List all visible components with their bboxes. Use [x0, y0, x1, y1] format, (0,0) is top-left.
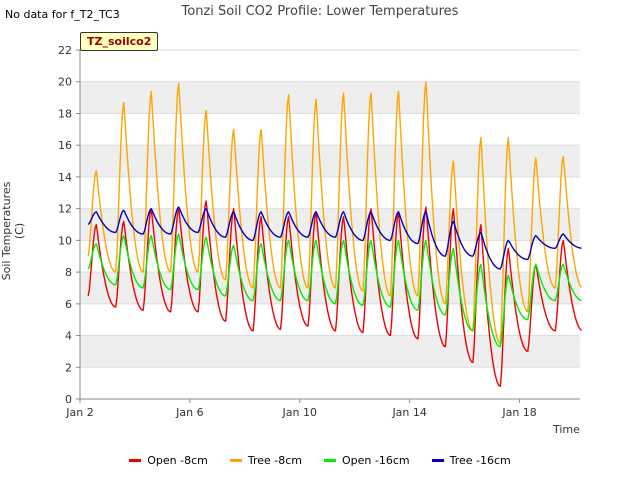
y-tick-label: 18	[58, 107, 72, 120]
series-line-tree-8cm	[87, 81, 583, 345]
grid-band	[80, 81, 580, 114]
y-tick-label: 16	[58, 139, 72, 152]
y-tick-label: 6	[65, 298, 72, 311]
legend-swatch	[431, 459, 444, 462]
x-tick-label: Jan 14	[391, 406, 426, 419]
grid-band	[80, 145, 580, 177]
legend-swatch	[129, 459, 142, 462]
y-tick-label: 12	[58, 203, 72, 216]
y-tick-label: 14	[58, 171, 72, 184]
legend-label: Tree -8cm	[247, 454, 302, 467]
legend-swatch	[324, 459, 336, 462]
legend: Open -8cm Tree -8cm Open -16cm Tree -16c…	[0, 454, 640, 467]
y-tick-label: 4	[65, 330, 72, 343]
y-tick-label: 2	[65, 361, 72, 374]
no-data-message: No data for f_T2_TC3	[5, 8, 120, 21]
legend-swatch	[229, 459, 242, 462]
site-badge: TZ_soilco2	[80, 32, 159, 51]
legend-item-tree-8cm: Tree -8cm	[229, 454, 302, 467]
series-line-open-16cm	[87, 233, 582, 348]
legend-label: Open -16cm	[342, 454, 410, 467]
chart-title: Tonzi Soil CO2 Profile: Lower Temperatur…	[181, 4, 459, 19]
x-tick-label: Jan 18	[501, 406, 536, 419]
x-tick-label: Jan 10	[282, 406, 317, 419]
x-axis-label: Time	[553, 423, 580, 436]
y-tick-label: 22	[58, 44, 72, 57]
series-line-open-8cm	[87, 200, 583, 387]
series-line-tree-16cm	[87, 206, 582, 270]
x-tick-label: Jan 2	[65, 406, 93, 419]
legend-item-open-16cm: Open -16cm	[324, 454, 410, 467]
legend-label: Tree -16cm	[449, 454, 511, 467]
y-tick-label: 20	[58, 76, 72, 89]
y-tick-label: 0	[65, 393, 72, 406]
legend-item-open-8cm: Open -8cm	[129, 454, 208, 467]
legend-item-tree-16cm: Tree -16cm	[431, 454, 511, 467]
legend-label: Open -8cm	[147, 454, 208, 467]
x-tick-label: Jan 6	[175, 406, 203, 419]
y-tick-label: 10	[58, 234, 72, 247]
grid-band	[80, 335, 580, 368]
y-axis-label: Soil Temperatures (C)	[0, 181, 26, 281]
y-tick-label: 8	[65, 266, 72, 279]
